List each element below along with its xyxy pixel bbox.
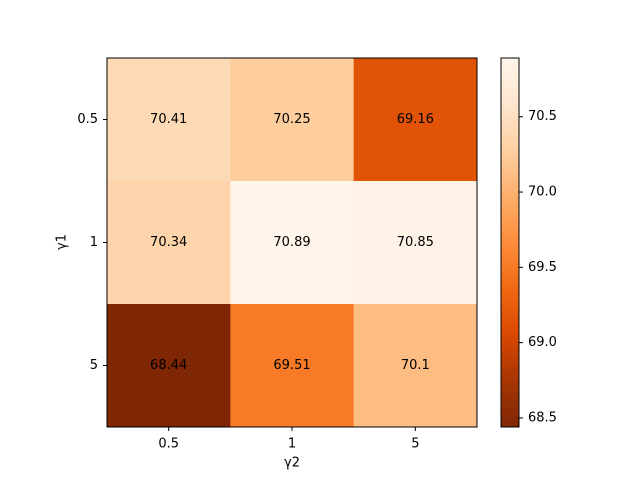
heatmap-cell [107, 304, 231, 428]
cell-label: 70.1 [401, 358, 430, 373]
y-axis-label: γ1 [55, 234, 70, 250]
y-tick-label: 1 [90, 235, 98, 250]
cell-label: 70.41 [150, 112, 187, 127]
heatmap-cell [107, 58, 231, 182]
heatmap-cell [353, 304, 478, 428]
colorbar-tick-label: 70.5 [528, 109, 557, 124]
colorbar-tick-label: 69.0 [528, 335, 557, 350]
heatmap-cell [230, 58, 355, 182]
colorbar-tick-label: 69.5 [528, 260, 557, 275]
cell-label: 70.85 [397, 235, 434, 250]
x-axis-label: γ2 [284, 456, 300, 471]
x-tick-label: 1 [288, 437, 296, 452]
cell-label: 69.51 [273, 358, 310, 373]
cell-label: 70.34 [150, 235, 187, 250]
cell-label: 70.25 [273, 112, 310, 127]
colorbar-tick-label: 70.0 [528, 185, 557, 200]
colorbar [500, 57, 520, 428]
heatmap-cell [353, 58, 478, 182]
y-tick-label: 0.5 [77, 112, 98, 127]
cell-label: 70.89 [273, 235, 310, 250]
heatmap-cell [230, 181, 355, 305]
heatmap-cell [230, 304, 355, 428]
heatmap-cell [107, 181, 231, 305]
heatmap-cell [353, 181, 478, 305]
x-tick-label: 0.5 [158, 437, 179, 452]
cell-label: 69.16 [397, 112, 434, 127]
y-tick-label: 5 [90, 358, 98, 373]
colorbar-tick-label: 68.5 [528, 410, 557, 425]
cell-label: 68.44 [150, 358, 187, 373]
x-tick-label: 5 [411, 437, 419, 452]
